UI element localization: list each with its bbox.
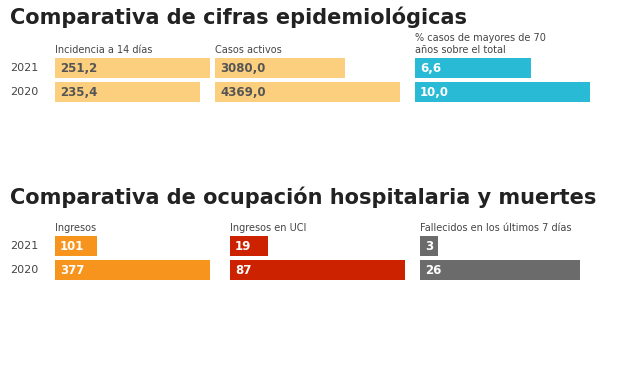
Text: Fallecidos en los últimos 7 días: Fallecidos en los últimos 7 días [420, 223, 572, 233]
Text: Ingresos en UCI: Ingresos en UCI [230, 223, 306, 233]
Text: Ingresos: Ingresos [55, 223, 96, 233]
FancyBboxPatch shape [415, 82, 590, 102]
Text: 101: 101 [60, 239, 84, 253]
Text: 3080,0: 3080,0 [220, 62, 265, 75]
Text: 10,0: 10,0 [420, 85, 449, 99]
Text: Casos activos: Casos activos [215, 45, 282, 55]
Text: % casos de mayores de 70
años sobre el total: % casos de mayores de 70 años sobre el t… [415, 33, 546, 55]
Text: 2021: 2021 [10, 241, 38, 251]
Text: 2020: 2020 [10, 87, 38, 97]
FancyBboxPatch shape [215, 58, 346, 78]
Text: 251,2: 251,2 [60, 62, 97, 75]
FancyBboxPatch shape [420, 260, 580, 280]
FancyBboxPatch shape [215, 82, 400, 102]
Text: 4369,0: 4369,0 [220, 85, 266, 99]
Text: 377: 377 [60, 263, 84, 276]
Text: 2021: 2021 [10, 63, 38, 73]
Text: Incidencia a 14 días: Incidencia a 14 días [55, 45, 152, 55]
Text: 2020: 2020 [10, 265, 38, 275]
Text: 26: 26 [425, 263, 441, 276]
Text: Comparativa de cifras epidemiológicas: Comparativa de cifras epidemiológicas [10, 7, 467, 28]
Text: 235,4: 235,4 [60, 85, 97, 99]
Text: 19: 19 [235, 239, 251, 253]
FancyBboxPatch shape [230, 260, 405, 280]
FancyBboxPatch shape [55, 260, 210, 280]
Text: 87: 87 [235, 263, 251, 276]
FancyBboxPatch shape [55, 82, 200, 102]
FancyBboxPatch shape [420, 236, 439, 256]
Text: 3: 3 [425, 239, 433, 253]
FancyBboxPatch shape [230, 236, 268, 256]
FancyBboxPatch shape [415, 58, 530, 78]
FancyBboxPatch shape [55, 58, 210, 78]
Text: Comparativa de ocupación hospitalaria y muertes: Comparativa de ocupación hospitalaria y … [10, 187, 597, 209]
FancyBboxPatch shape [55, 236, 97, 256]
Text: 6,6: 6,6 [420, 62, 441, 75]
